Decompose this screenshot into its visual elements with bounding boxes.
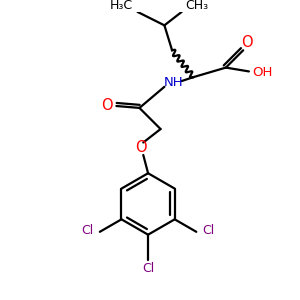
- Text: O: O: [101, 98, 112, 112]
- Text: Cl: Cl: [203, 224, 215, 237]
- Text: OH: OH: [252, 66, 273, 79]
- Text: H₃C: H₃C: [110, 0, 133, 12]
- Text: CH₃: CH₃: [185, 0, 208, 12]
- Text: Cl: Cl: [142, 262, 154, 275]
- Text: O: O: [241, 35, 253, 50]
- Text: NH: NH: [164, 76, 184, 89]
- Text: O: O: [136, 140, 147, 155]
- Text: Cl: Cl: [81, 224, 94, 237]
